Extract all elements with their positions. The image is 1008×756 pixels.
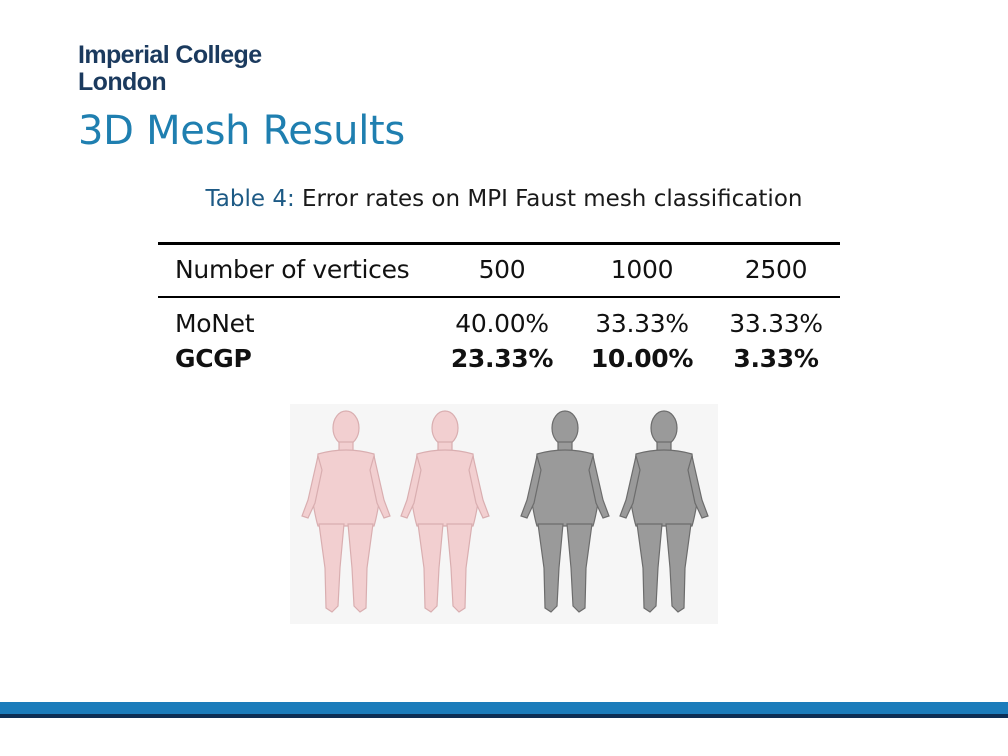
header-2500: 2500	[744, 255, 808, 284]
table-header-rule	[158, 296, 840, 298]
row-gcgp-2500: 3.33%	[733, 344, 819, 373]
table-caption: Table 4: Error rates on MPI Faust mesh c…	[0, 186, 1008, 212]
row-monet-2500: 33.33%	[729, 309, 823, 338]
slide-title: 3D Mesh Results	[78, 108, 405, 154]
footer-accent-bar	[0, 714, 1008, 718]
row-monet-500: 40.00%	[455, 309, 549, 338]
row-gcgp-500: 23.33%	[450, 344, 554, 373]
logo-line-1: Imperial College	[78, 41, 262, 69]
logo-line-2: London	[78, 68, 167, 96]
table-top-rule	[158, 242, 840, 245]
row-gcgp-method: GCGP	[175, 344, 252, 373]
table-caption-label: Table 4:	[205, 186, 295, 212]
imperial-logo: Imperial College London	[78, 42, 262, 96]
footer-bar	[0, 702, 1008, 714]
row-gcgp-1000: 10.00%	[590, 344, 694, 373]
header-1000: 1000	[610, 255, 674, 284]
header-500: 500	[478, 255, 526, 284]
row-monet-method: MoNet	[175, 309, 255, 338]
table-caption-text: Error rates on MPI Faust mesh classifica…	[302, 186, 803, 212]
mesh-figure	[290, 404, 718, 624]
row-monet-1000: 33.33%	[595, 309, 689, 338]
header-vertices: Number of vertices	[175, 255, 410, 284]
